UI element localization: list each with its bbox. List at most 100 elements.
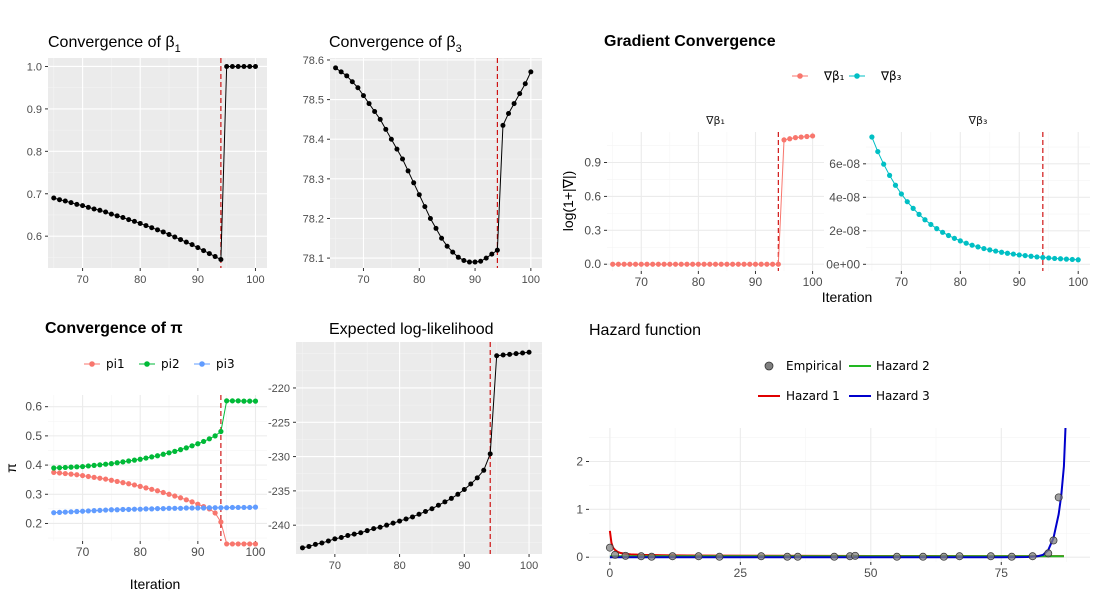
pi-panel: 70 80 90 100 0.2 0.3 0.4 0.5 0.6 — [25, 395, 267, 559]
grad-panel1-point — [998, 249, 1005, 255]
grad-panel1-point — [987, 247, 993, 253]
pi2-point — [212, 433, 218, 439]
beta3-point — [427, 215, 433, 221]
hazard-empirical-point — [668, 552, 677, 561]
grad-panel1-point — [1040, 254, 1046, 261]
loglik-y-tick-label: -220 — [268, 383, 290, 395]
loglik-title: Expected log-likelihood — [329, 321, 494, 338]
pi2-point — [97, 462, 103, 468]
pi2-point — [252, 398, 259, 404]
loglik-point — [442, 499, 448, 505]
grad-panel0-point — [661, 261, 667, 267]
beta3-x-tick-label: 90 — [469, 274, 481, 286]
pi2-point — [114, 460, 120, 466]
beta1-point — [80, 203, 86, 209]
hazard-empirical-point — [793, 552, 802, 561]
pi1-point — [137, 483, 143, 489]
beta3-point — [450, 249, 456, 255]
hazard-empirical-point — [715, 552, 724, 561]
grad-panel1-point — [1075, 257, 1081, 263]
beta3-point — [355, 85, 361, 91]
grad-panel1-point — [869, 134, 875, 140]
beta1-point — [212, 254, 218, 260]
pi1-point — [235, 541, 241, 547]
hazard-title: Hazard function — [589, 322, 701, 339]
grad-panel1-point — [898, 191, 904, 197]
grad-panel0-point — [615, 261, 622, 267]
grad-panel0-point — [809, 133, 816, 139]
pi-legend-label: pi1 — [106, 357, 125, 371]
grad1-x-tick-label: 100 — [1068, 275, 1088, 289]
grad-facet-strip-label: ∇β₃ — [968, 114, 988, 127]
grad1-x-tick-label: 90 — [1013, 275, 1027, 289]
grad-panel1-point — [993, 248, 999, 254]
pi2-point — [206, 436, 212, 442]
loglik-point — [481, 467, 487, 473]
grad-panel1-point — [881, 161, 887, 167]
loglik-point — [526, 349, 532, 355]
grad-panel1-point — [1069, 256, 1075, 263]
pi2-point — [172, 448, 178, 454]
beta3-point — [517, 91, 523, 97]
loglik-x-tick-label: 90 — [458, 560, 470, 572]
beta1-point — [252, 63, 258, 69]
pi2-point — [189, 443, 195, 449]
grad-panel1-point — [892, 182, 899, 188]
pi3-point — [229, 504, 236, 511]
hazard-y-tick-label: 1 — [576, 502, 583, 516]
loglik-point — [468, 481, 474, 487]
beta1-point — [91, 206, 97, 212]
beta1-title-subscript: 1 — [175, 43, 181, 55]
pi3-point — [103, 507, 109, 513]
beta3-point — [444, 243, 450, 249]
pi1-point — [131, 482, 138, 488]
grad0-y-tick-label: 0.9 — [584, 156, 601, 170]
pi2-point — [91, 462, 97, 468]
grad-panel1-series-line — [871, 136, 1079, 261]
pi3-point — [108, 507, 114, 513]
grad-panel0-point — [724, 261, 730, 267]
beta3-title-main: Convergence of β — [329, 34, 456, 51]
loglik-point — [312, 541, 318, 547]
beta3-point — [411, 180, 417, 186]
grad-panel1-point — [945, 232, 952, 239]
grad-panel0-point — [781, 137, 787, 143]
pi3-point — [126, 506, 132, 513]
pi3-point — [183, 505, 189, 511]
beta1-point — [103, 209, 109, 215]
pi1-point — [108, 477, 114, 483]
hazard-empirical-point — [783, 552, 792, 561]
grad-panel0-point — [707, 261, 713, 267]
hazard-x-tick-label: 0 — [607, 566, 614, 580]
beta3-point — [511, 101, 517, 107]
hazard-legend-label: Hazard 1 — [786, 389, 840, 403]
pi2-point — [103, 461, 109, 467]
grad-y-axis-label: log(1+|∇|) — [560, 171, 576, 232]
pi3-point — [74, 508, 80, 515]
pi1-point — [229, 541, 236, 547]
beta3-x-tick-label: 80 — [413, 274, 425, 286]
beta3-y-tick-label: 78.3 — [303, 174, 324, 186]
hazard-y-tick-label: 0 — [576, 550, 583, 564]
pi1-point — [120, 480, 126, 486]
loglik-point — [397, 518, 403, 524]
beta3-point — [333, 65, 339, 71]
pi2-point — [229, 398, 236, 404]
pi1-point — [126, 481, 132, 487]
beta3-point — [439, 235, 445, 241]
grad-panel0-point — [787, 136, 793, 142]
pi2-point — [68, 464, 74, 470]
hazard-empirical-point — [830, 552, 839, 561]
beta1-point — [218, 257, 224, 263]
hazard-panel: 0 25 50 75 0 1 2 — [576, 427, 1090, 580]
grad-panel0-point — [804, 133, 810, 140]
pi2-point — [241, 398, 247, 404]
pi3-point — [247, 504, 253, 511]
hazard-x-tick-label: 25 — [734, 566, 748, 580]
pi3-point — [206, 505, 212, 511]
pi-y-axis-label: π — [3, 463, 19, 473]
loglik-point — [364, 528, 370, 534]
pi2-point — [108, 461, 114, 467]
loglik-point — [455, 491, 461, 497]
